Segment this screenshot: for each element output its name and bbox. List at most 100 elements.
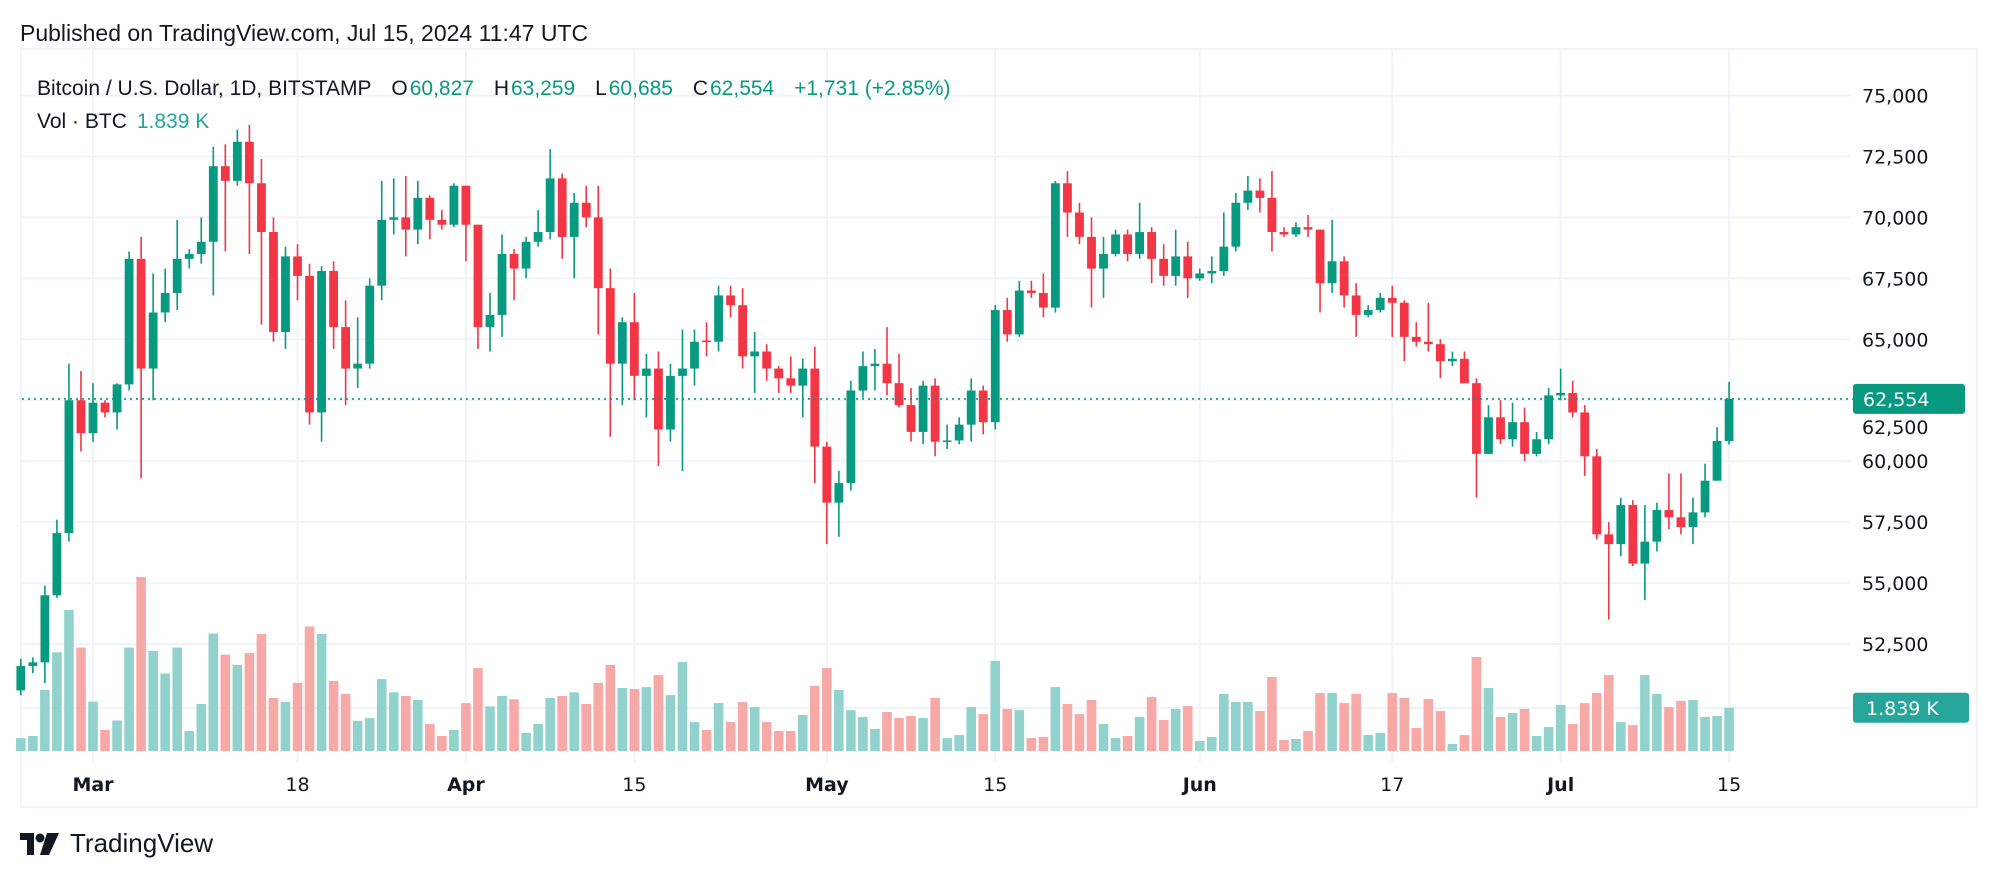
date-tick-label: 15	[1717, 774, 1741, 796]
date-tick-label: Jul	[1545, 774, 1574, 796]
volume-bar	[1676, 700, 1686, 751]
candle-body	[774, 368, 784, 379]
volume-bar	[449, 729, 459, 751]
date-tick-label: Apr	[447, 774, 485, 796]
volume-bar	[858, 716, 868, 751]
volume-bar	[1363, 735, 1373, 751]
candle-body	[1423, 341, 1433, 345]
volume-bar	[1351, 693, 1361, 751]
candle-body	[88, 402, 98, 434]
ohlc-legend: Bitcoin / U.S. Dollar, 1D, BITSTAMP O60,…	[37, 77, 953, 101]
volume-bar	[822, 668, 832, 751]
candle-body	[954, 424, 964, 441]
close-value: 62,554	[710, 77, 775, 100]
date-tick-label: May	[805, 774, 849, 796]
candle-body	[581, 202, 591, 218]
volume-bar	[196, 704, 207, 751]
volume-bar	[1411, 727, 1422, 751]
candle-body	[1700, 480, 1710, 513]
date-tick-label: 15	[622, 774, 646, 796]
last-volume-badge	[1853, 692, 1969, 723]
volume-bar	[1531, 735, 1542, 751]
volume-bar	[268, 697, 279, 751]
candle-body	[1087, 236, 1096, 269]
candle-body	[702, 340, 711, 343]
open-value: 60,827	[409, 77, 474, 100]
volume-bar	[629, 688, 640, 751]
volume-bar	[1002, 708, 1013, 751]
candle-body	[1399, 302, 1409, 337]
candle-body	[377, 219, 387, 286]
candle-body	[846, 390, 856, 484]
low-label: L	[595, 77, 607, 100]
volume-bar	[942, 738, 952, 751]
last-price-label: 62,554	[1863, 389, 1929, 411]
candles	[16, 124, 1734, 696]
volume-bar	[124, 647, 134, 751]
candle-body	[930, 385, 940, 442]
candle-body	[1363, 310, 1373, 315]
volume-bar	[328, 680, 339, 751]
volume-bar	[400, 696, 411, 751]
volume-bar	[1134, 716, 1145, 751]
candle-body	[798, 368, 808, 386]
volume-bar	[990, 660, 1001, 751]
candle-body	[196, 241, 206, 254]
volume-bar	[906, 715, 916, 751]
volume-bar	[1219, 693, 1229, 751]
last-price-badge	[1853, 383, 1965, 414]
candle-body	[569, 202, 579, 237]
candle-body	[521, 241, 531, 269]
volume-bar	[617, 688, 628, 751]
candle-body	[401, 217, 411, 230]
volume-bar	[160, 673, 170, 751]
candle-body	[1135, 232, 1145, 254]
candle-body	[1051, 183, 1060, 308]
candle-body	[1303, 227, 1313, 230]
volume-bar	[882, 711, 892, 751]
volume-bar	[1026, 738, 1037, 751]
volume-bar	[1255, 711, 1265, 751]
volume-bar	[1267, 676, 1277, 751]
volume-bar	[352, 720, 363, 751]
candle-body	[425, 197, 435, 220]
candle-body	[281, 256, 290, 332]
candle-body	[100, 402, 110, 413]
volume-bar	[485, 706, 495, 751]
volume-bar	[292, 682, 303, 751]
volume-bar	[593, 682, 604, 751]
volume-bar	[1423, 699, 1434, 751]
candle-body	[1532, 439, 1541, 454]
volume-bar	[1086, 700, 1097, 751]
candle-body	[389, 217, 399, 220]
volume-bar	[256, 633, 267, 751]
candle-body	[124, 258, 134, 385]
volume-bar	[340, 693, 351, 751]
candle-body	[641, 368, 651, 376]
volume-bar	[1640, 675, 1650, 751]
candle-body	[1496, 417, 1505, 440]
price-tick-label: 62,500	[1862, 417, 1928, 439]
candle-body	[834, 483, 844, 503]
candle-body	[1111, 234, 1120, 254]
candle-body	[1267, 197, 1277, 233]
candle-body	[485, 314, 495, 328]
candle-body	[1063, 183, 1072, 213]
volume-bar	[749, 707, 760, 751]
volume-bar	[677, 661, 688, 751]
candle-body	[1002, 310, 1012, 335]
tradingview-logo-icon	[20, 832, 59, 855]
candle-body	[1460, 358, 1469, 384]
volume-bar	[1628, 725, 1638, 751]
volume-bar	[497, 696, 507, 751]
candle-body	[413, 197, 423, 230]
candle-body	[1447, 358, 1457, 362]
symbol-title: Bitcoin / U.S. Dollar, 1D, BITSTAMP	[37, 77, 372, 100]
candle-body	[353, 363, 363, 369]
volume-bar	[244, 653, 255, 751]
volume-bar	[1158, 719, 1169, 751]
candle-body	[509, 253, 519, 269]
volume-bar	[1555, 704, 1566, 751]
price-tick-label: 70,000	[1862, 207, 1928, 229]
